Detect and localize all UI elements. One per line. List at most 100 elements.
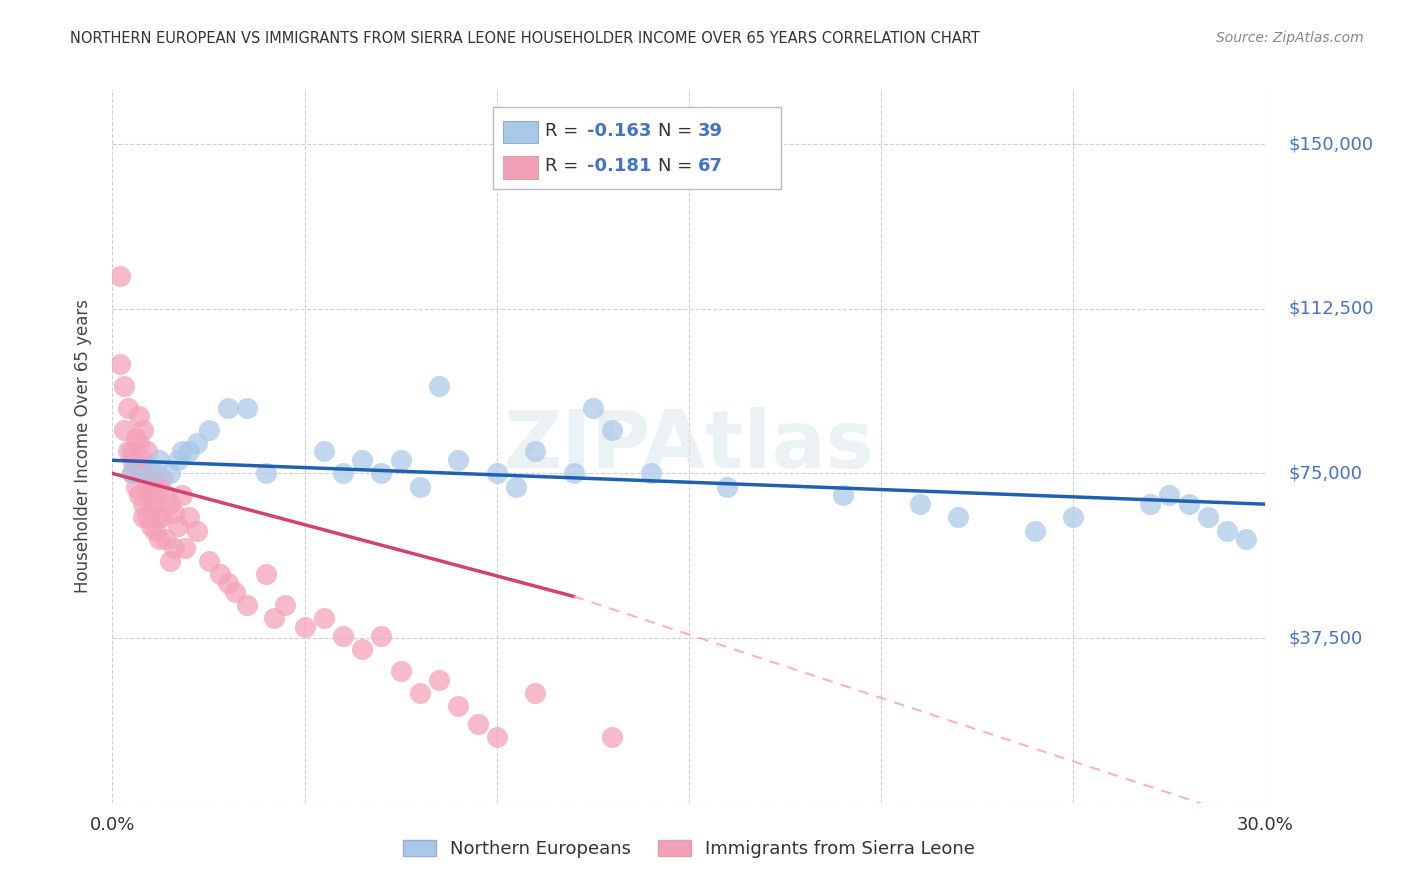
Point [312,611,335,625]
Point [427,673,450,687]
Point [136,510,159,524]
Point [179,510,201,524]
Point [562,467,585,481]
Point [352,642,374,657]
Point [186,435,208,450]
Point [139,467,162,481]
Point [370,629,392,643]
Point [236,598,259,612]
Point [155,533,177,547]
Point [197,554,219,568]
Point [294,620,316,634]
Point [108,268,131,283]
Point [1159,488,1181,502]
Point [1139,497,1161,511]
Text: $37,500: $37,500 [1288,629,1362,647]
Point [1216,524,1239,538]
Point [1177,497,1199,511]
Point [352,453,374,467]
Point [600,423,623,437]
Point [136,444,159,458]
Text: N =: N = [658,121,697,139]
Point [370,467,392,481]
Point [159,467,181,481]
Text: R =: R = [544,157,583,175]
Point [908,497,931,511]
Point [186,524,208,538]
Text: $75,000: $75,000 [1288,465,1362,483]
Point [128,435,150,450]
Point [1234,533,1257,547]
Text: $150,000: $150,000 [1288,135,1374,153]
FancyBboxPatch shape [494,107,782,189]
Point [217,401,239,415]
Point [224,585,246,599]
Point [524,444,547,458]
Point [389,664,412,678]
Text: -0.163: -0.163 [588,121,652,139]
Point [485,467,508,481]
Point [108,357,131,371]
Point [254,467,277,481]
Point [170,444,193,458]
Point [139,501,162,516]
Point [159,554,181,568]
Text: 67: 67 [699,157,723,175]
Point [148,453,170,467]
Point [263,611,285,625]
Point [1062,510,1084,524]
Point [447,453,470,467]
Text: Source: ZipAtlas.com: Source: ZipAtlas.com [1216,31,1364,45]
Point [163,541,186,555]
Point [600,730,623,744]
Point [163,506,186,520]
Point [128,462,150,476]
Point [143,497,166,511]
Point [236,401,259,415]
Point [117,444,139,458]
Point [143,524,166,538]
Point [217,576,239,591]
Point [179,444,201,458]
Point [139,488,162,502]
Point [136,480,159,494]
Point [166,519,188,533]
Y-axis label: Householder Income Over 65 years: Householder Income Over 65 years [73,299,91,593]
Point [1197,510,1219,524]
Point [582,401,605,415]
Point [274,598,297,612]
Text: 39: 39 [699,121,723,139]
Point [409,686,432,700]
Point [132,453,155,467]
Point [112,423,135,437]
Point [121,467,143,481]
Point [132,510,155,524]
FancyBboxPatch shape [503,120,538,144]
Point [124,458,146,472]
Point [124,431,146,445]
Point [159,497,181,511]
Text: N =: N = [658,157,697,175]
Point [332,467,354,481]
Point [197,423,219,437]
Point [505,480,527,494]
Point [143,471,166,485]
Point [124,480,146,494]
Point [640,467,662,481]
FancyBboxPatch shape [503,156,538,179]
Point [152,471,174,485]
Point [117,401,139,415]
Point [1024,524,1046,538]
Point [121,467,143,481]
Point [128,409,150,424]
Point [447,699,470,714]
Point [155,488,177,502]
Point [312,444,335,458]
Point [524,686,547,700]
Point [166,453,188,467]
Point [209,567,232,582]
Point [716,480,738,494]
Point [467,716,489,731]
Point [121,444,143,458]
Point [946,510,969,524]
